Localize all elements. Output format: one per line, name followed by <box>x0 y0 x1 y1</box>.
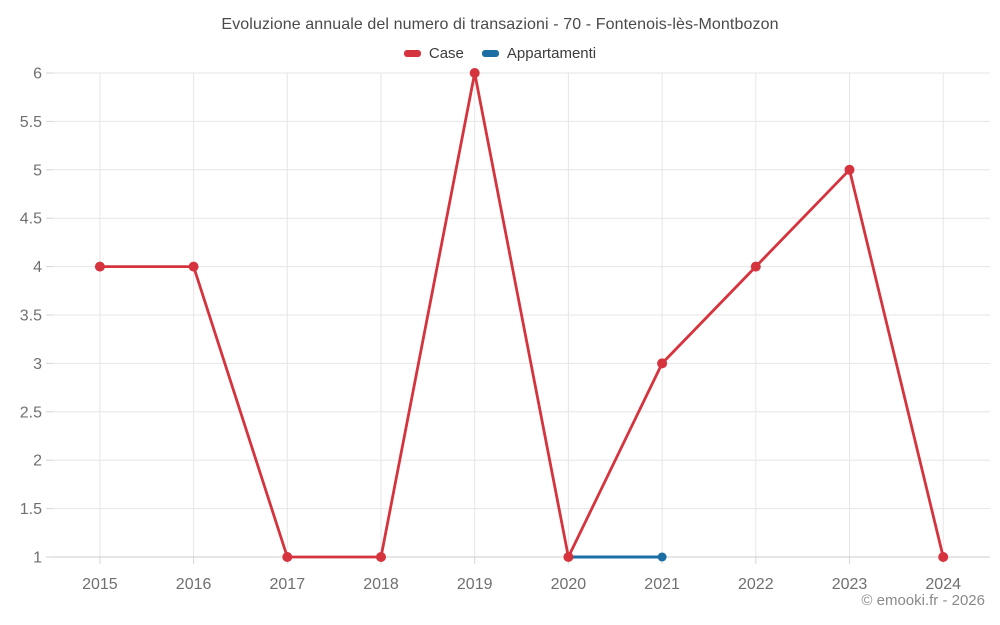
y-axis-label: 4 <box>33 259 42 276</box>
x-axis-label: 2019 <box>457 576 493 593</box>
y-axis-label: 1 <box>33 550 42 567</box>
series-point-case[interactable] <box>376 552 386 562</box>
series-point-case[interactable] <box>844 164 855 175</box>
x-axis-label: 2024 <box>925 576 961 593</box>
legend-label: Case <box>428 45 464 62</box>
series-point-case[interactable] <box>282 552 293 562</box>
series-point-case[interactable] <box>657 358 668 369</box>
chart-legend: Case Appartamenti <box>0 45 1000 62</box>
y-axis-label: 2.5 <box>20 404 42 421</box>
series-point-case[interactable] <box>469 68 480 78</box>
series-line-case <box>98 71 945 559</box>
series-point-case[interactable] <box>563 552 574 562</box>
y-axis-label: 5.5 <box>20 114 42 131</box>
legend-item-case[interactable]: Case <box>403 45 464 62</box>
y-axis-label: 6 <box>33 66 42 83</box>
y-axis-label: 3.5 <box>20 308 42 325</box>
x-axis-label: 2018 <box>363 576 399 593</box>
legend-swatch-icon <box>481 50 499 57</box>
copyright-text: © emooki.fr - 2026 <box>861 592 985 609</box>
series-point-appartamenti[interactable] <box>657 552 667 562</box>
y-axis-label: 3 <box>33 356 42 373</box>
x-axis-label: 2022 <box>738 576 774 593</box>
x-axis-label: 2017 <box>270 576 306 593</box>
legend-label: Appartamenti <box>506 45 597 62</box>
x-axis-label: 2021 <box>644 576 680 593</box>
y-axis-label: 5 <box>33 162 42 179</box>
x-axis-label: 2020 <box>551 576 587 593</box>
series-point-case[interactable] <box>94 261 105 272</box>
x-axis-label: 2023 <box>832 576 868 593</box>
series-point-case[interactable] <box>750 261 761 272</box>
y-axis-label: 4.5 <box>20 211 42 228</box>
legend-item-appartamenti[interactable]: Appartamenti <box>481 45 597 62</box>
y-axis-label: 1.5 <box>20 501 42 518</box>
y-axis-label: 2 <box>33 453 42 470</box>
x-axis-label: 2016 <box>176 576 212 593</box>
x-axis-label: 2015 <box>82 576 118 593</box>
series-point-case[interactable] <box>188 261 199 272</box>
legend-swatch-icon <box>403 50 421 57</box>
chart-title: Evoluzione annuale del numero di transaz… <box>221 16 779 33</box>
series-point-case[interactable] <box>938 552 949 562</box>
